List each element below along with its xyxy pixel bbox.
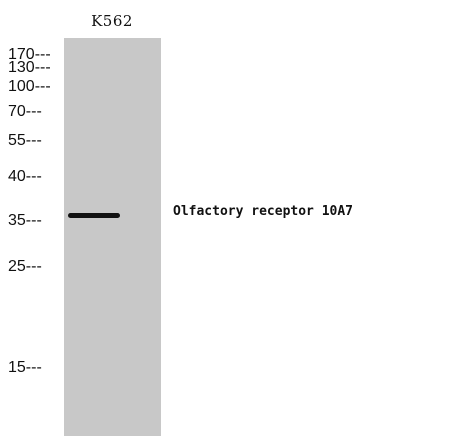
marker-130: 130--- [8, 59, 51, 76]
marker-40: 40--- [8, 168, 42, 185]
marker-25: 25--- [8, 258, 42, 275]
marker-70: 70--- [8, 103, 42, 120]
protein-band [68, 213, 120, 218]
marker-35: 35--- [8, 212, 42, 229]
marker-170: 170--- [8, 46, 51, 63]
marker-55: 55--- [8, 132, 42, 149]
membrane-lane [64, 38, 161, 436]
band-protein-label: Olfactory receptor 10A7 [173, 204, 354, 219]
marker-15: 15--- [8, 359, 42, 376]
lane-label-k562: K562 [91, 12, 133, 30]
marker-100: 100--- [8, 78, 51, 95]
